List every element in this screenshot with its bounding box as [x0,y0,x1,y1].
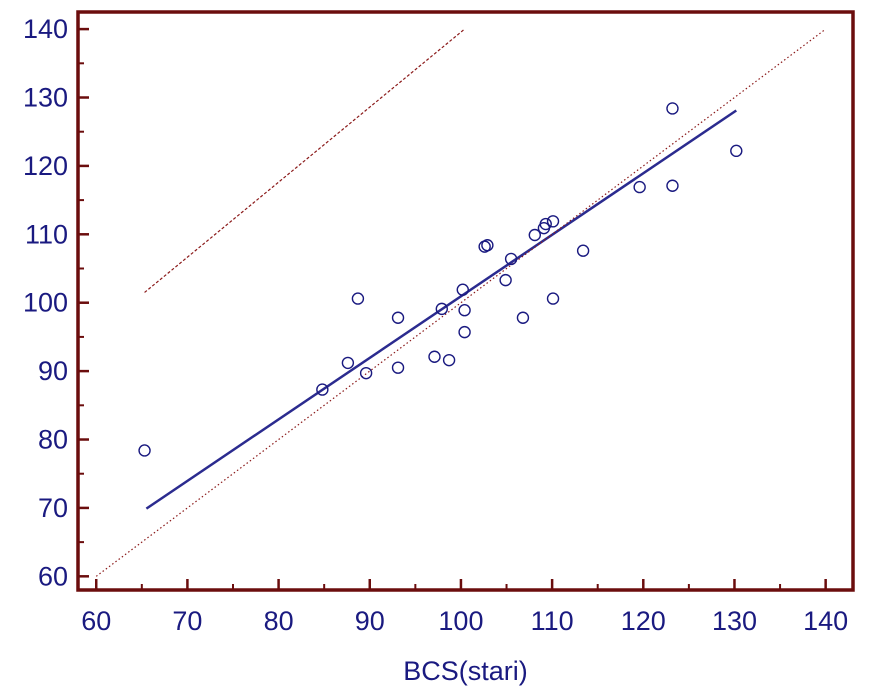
data-point [435,302,448,316]
x-axis-title: BCS(stari) [403,656,528,686]
data-point [442,353,456,367]
data-point [391,311,405,324]
data-point [666,179,679,192]
data-point [428,350,441,363]
data-point [458,325,471,339]
y-tick-label: 90 [38,356,68,386]
data-point [499,273,512,287]
x-tick-label: 60 [81,606,111,636]
data-point [528,228,541,242]
x-tick-label: 90 [355,606,385,636]
data-point [730,144,743,158]
y-axis: 60 70 80 90 100 110 120 130 140 [23,14,89,591]
data-point [539,217,552,231]
offset-line [144,28,465,293]
data-point [138,444,151,457]
y-tick-label: 120 [23,151,68,181]
x-tick-label: 140 [803,606,848,636]
x-tick-label: 80 [264,606,294,636]
x-tick-label: 100 [438,606,483,636]
y-tick-label: 100 [23,288,68,318]
data-point [504,252,518,266]
regression-line [145,109,737,510]
y-tick-label: 80 [38,425,68,455]
y-tick-label: 140 [23,14,68,44]
x-tick-label: 120 [621,606,666,636]
x-tick-label: 110 [531,606,574,636]
y-tick-label: 70 [38,493,68,523]
reference-lines [95,28,827,577]
data-point [351,292,365,305]
data-point [458,304,471,317]
data-point [576,244,590,257]
x-axis: 60 70 80 90 100 110 120 130 140 [81,579,848,636]
identity-line [95,28,827,577]
x-tick-label: 70 [172,606,202,636]
plot-frame [76,10,855,592]
x-tick-label: 130 [712,606,757,636]
data-point [546,292,560,305]
data-point [666,102,679,115]
data-point [391,361,405,374]
y-tick-label: 60 [38,561,68,591]
y-tick-label: 130 [23,83,68,113]
data-point [633,180,646,194]
data-point [359,366,373,380]
data-point [456,283,469,296]
data-point [546,215,560,228]
data-point [341,356,355,370]
data-point [481,239,494,252]
y-tick-label: 110 [25,219,68,249]
data-point [316,383,329,396]
data-points [138,102,743,457]
data-point [516,311,530,324]
